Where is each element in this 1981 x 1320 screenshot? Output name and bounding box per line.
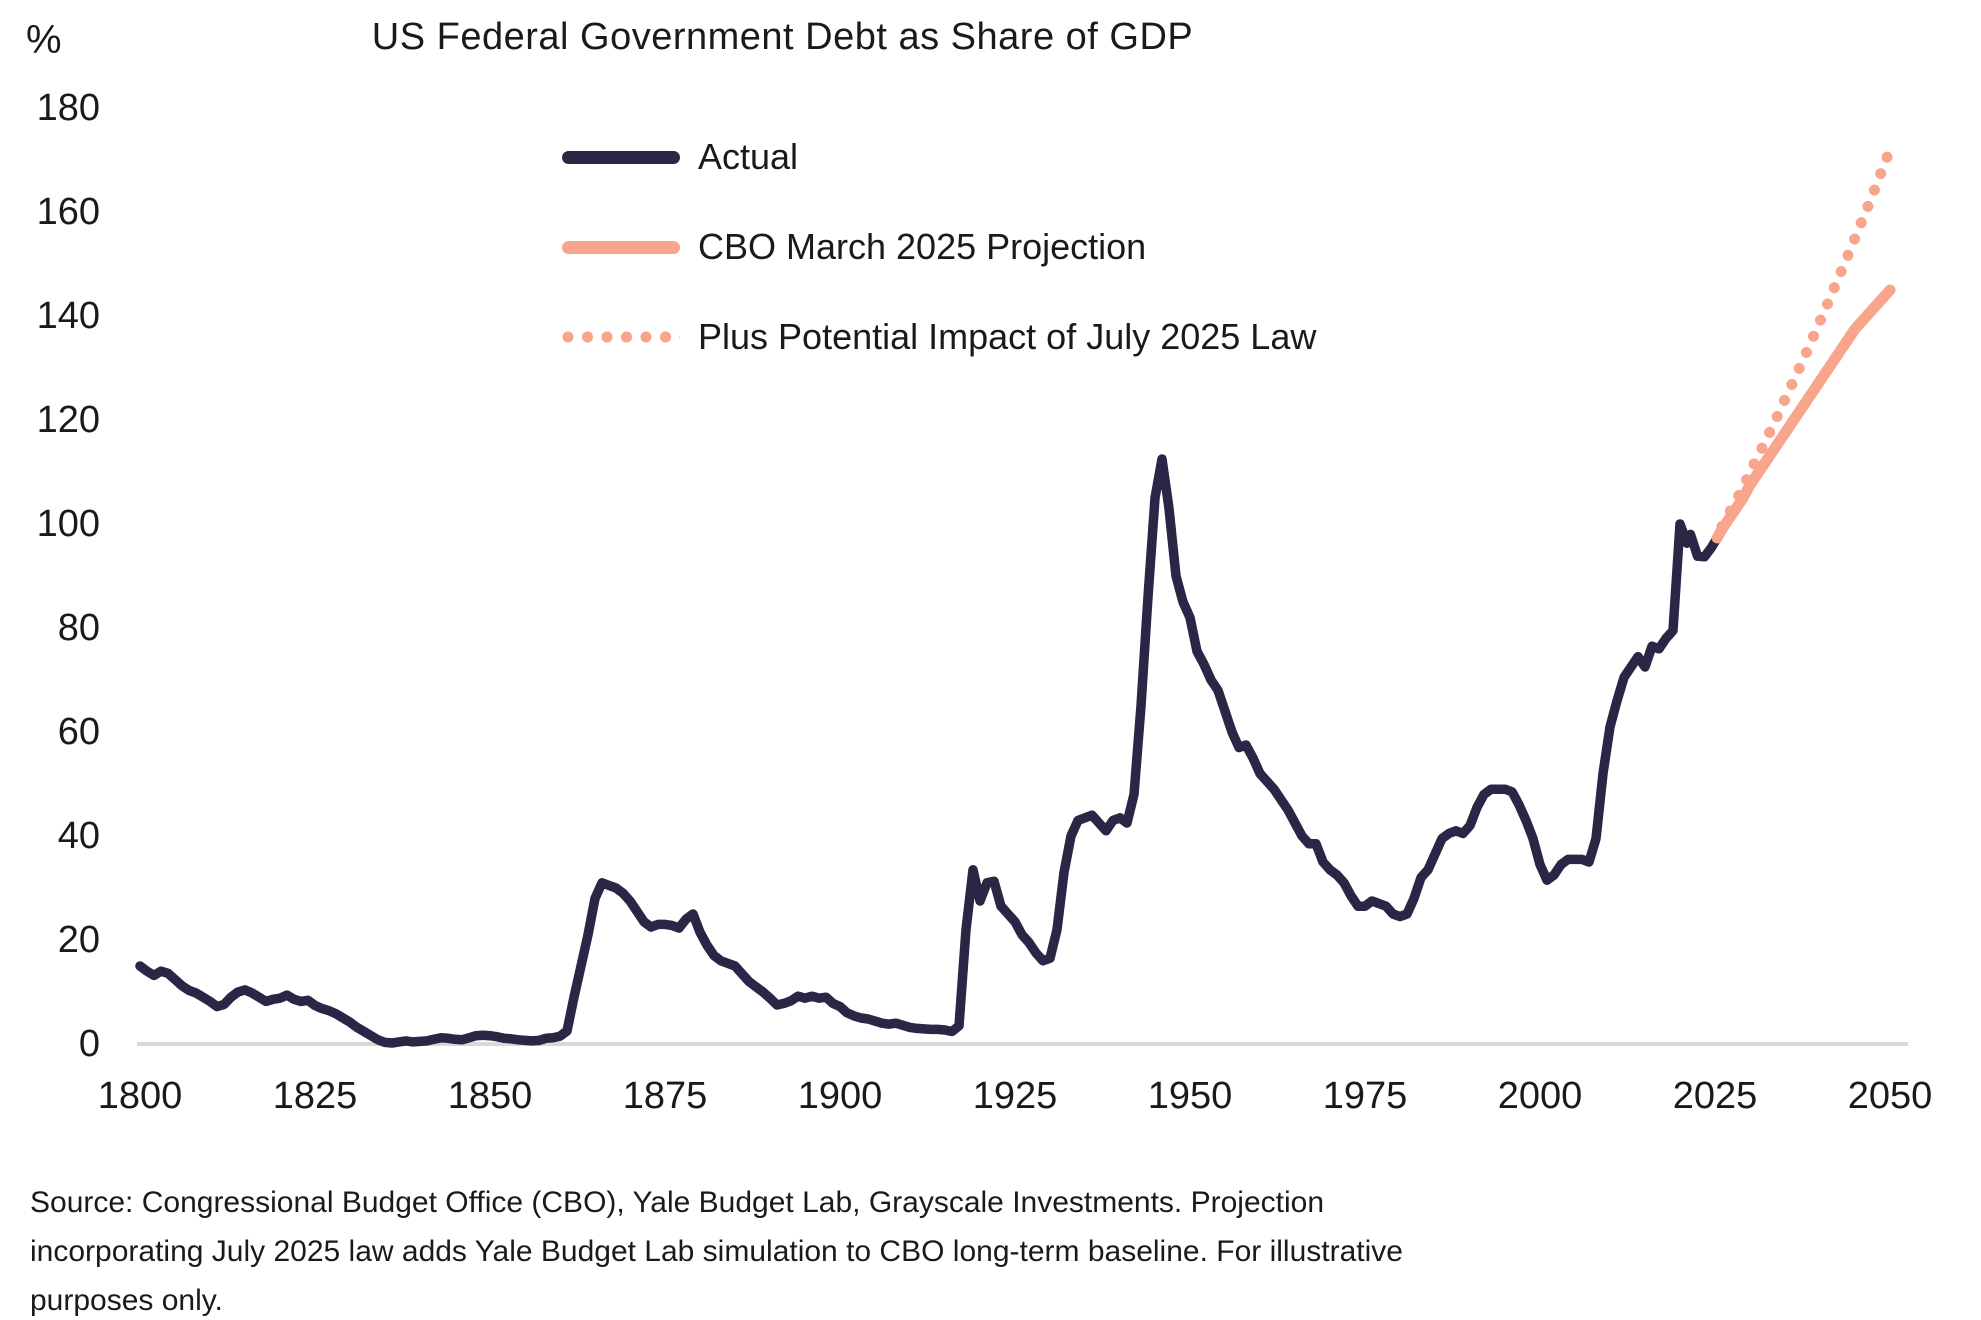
legend-item-actual: Actual — [562, 131, 798, 183]
legend-label: Plus Potential Impact of July 2025 Law — [698, 316, 1317, 357]
legend-label: CBO March 2025 Projection — [698, 226, 1147, 267]
legend-label: Actual — [698, 136, 799, 177]
x-tick-label: 2050 — [1847, 1075, 1933, 1117]
x-tick-label: 1950 — [1147, 1075, 1233, 1117]
x-tick-label: 1900 — [797, 1075, 883, 1117]
x-tick-label: 1975 — [1322, 1075, 1408, 1117]
x-tick-label: 1800 — [97, 1075, 183, 1117]
y-tick-label: 140 — [36, 295, 100, 337]
y-tick-label: 0 — [78, 1023, 100, 1065]
y-tick-label: 180 — [36, 87, 100, 129]
x-tick-label: 2000 — [1497, 1075, 1583, 1117]
x-tick-label: 1850 — [447, 1075, 533, 1117]
x-tick-label: 1875 — [622, 1075, 708, 1117]
y-tick-label: 80 — [57, 607, 100, 649]
actual-line-swatch-icon — [562, 150, 680, 164]
source-note-line: Source: Congressional Budget Office (CBO… — [30, 1186, 1324, 1219]
y-tick-label: 100 — [36, 503, 100, 545]
dotted-line-swatch-icon — [562, 331, 680, 343]
x-tick-label: 1825 — [272, 1075, 358, 1117]
series-cbo-march-2025-projection — [1711, 284, 1896, 544]
y-axis-unit-label: % — [26, 18, 62, 62]
page-title: US Federal Government Debt as Share of G… — [371, 16, 1194, 58]
y-tick-label: 160 — [36, 191, 100, 233]
series-july-2025-law-impact — [1716, 144, 1896, 533]
x-tick-label: 1925 — [972, 1075, 1058, 1117]
series-actual — [135, 454, 1722, 1048]
legend-item-cbo-projection: CBO March 2025 Projection — [562, 221, 1146, 273]
source-note-line: incorporating July 2025 law adds Yale Bu… — [30, 1235, 1403, 1268]
source-note: Source: Congressional Budget Office (CBO… — [30, 1178, 1403, 1320]
y-tick-label: 40 — [57, 815, 100, 857]
y-tick-label: 120 — [36, 399, 100, 441]
y-tick-label: 20 — [57, 919, 100, 961]
projection-line-swatch-icon — [562, 240, 680, 254]
x-tick-label: 2025 — [1672, 1075, 1758, 1117]
source-note-line: purposes only. — [30, 1284, 223, 1317]
legend-item-july-2025-law: Plus Potential Impact of July 2025 Law — [562, 311, 1316, 363]
y-tick-label: 60 — [57, 711, 100, 753]
